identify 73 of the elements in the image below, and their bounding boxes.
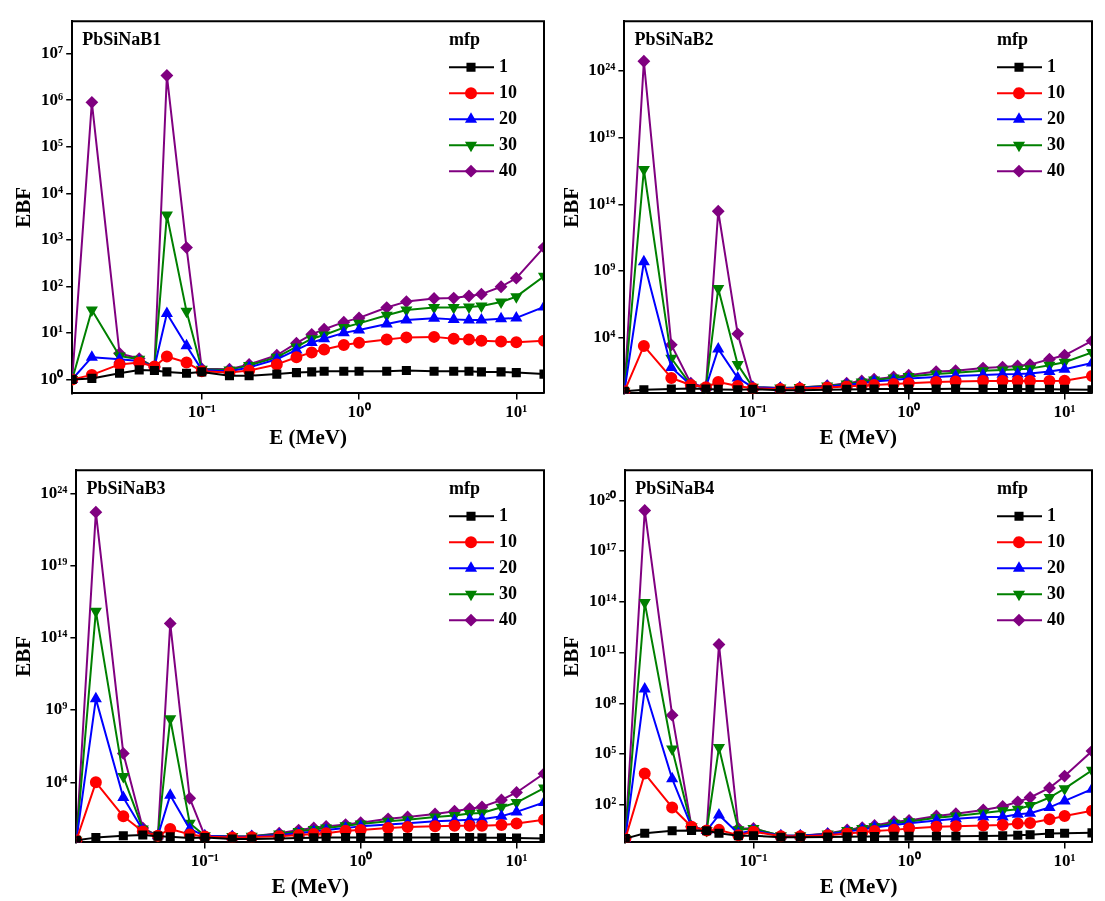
y-tick-label: 10²⁴ [588, 60, 616, 80]
x-tick-label: 10⁰ [897, 401, 921, 421]
legend-label: 30 [1047, 133, 1065, 154]
x-tick-label: 10⁰ [349, 850, 373, 870]
y-tick-label: 10² [594, 794, 617, 814]
legend-label: 1 [1047, 504, 1056, 525]
y-tick-label: 10⁸ [594, 692, 617, 712]
chart-title: PbSiNaB3 [86, 477, 166, 498]
legend-label: 10 [1047, 81, 1065, 102]
legend-label: 10 [499, 81, 517, 102]
x-tick-label: 10⁻¹ [739, 850, 768, 870]
legend-label: 20 [1047, 107, 1065, 128]
y-tick-label: 10¹⁴ [588, 193, 616, 213]
legend-label: 1 [1047, 55, 1056, 76]
y-tick-label: 10¹⁹ [588, 126, 616, 146]
legend-label: 10 [1047, 530, 1065, 551]
y-axis-title: EBF [11, 186, 36, 228]
legend-label: 30 [499, 133, 517, 154]
x-axis-title: E (MeV) [269, 424, 347, 449]
legend-label: 40 [1047, 159, 1065, 180]
y-tick-label: 10¹¹ [589, 641, 617, 661]
y-tick-label: 10⁹ [45, 699, 68, 719]
y-tick-label: 10² [41, 275, 64, 295]
y-tick-label: 10⁰ [40, 368, 64, 388]
legend-label: 20 [499, 107, 517, 128]
x-tick-label: 10¹ [1053, 401, 1076, 421]
chart-title: PbSiNaB4 [635, 477, 715, 498]
x-axis-title: E (MeV) [819, 873, 898, 898]
y-tick-label: 10²⁰ [588, 489, 617, 509]
legend-label: 40 [499, 159, 517, 180]
legend-label: 1 [499, 55, 508, 76]
y-tick-label: 10⁴ [593, 327, 616, 347]
y-tick-label: 10³ [41, 229, 64, 249]
y-tick-label: 10⁴ [45, 771, 68, 791]
x-tick-label: 10¹ [1053, 850, 1076, 870]
legend-label: 30 [1047, 582, 1065, 603]
legend-label: 40 [499, 608, 517, 629]
y-tick-label: 10¹⁷ [589, 540, 617, 560]
chart-title: PbSiNaB2 [634, 28, 714, 49]
y-tick-label: 10⁵ [594, 743, 617, 763]
x-tick-label: 10⁰ [347, 401, 371, 421]
legend-label: 10 [499, 530, 517, 551]
legend-label: 40 [1047, 608, 1065, 629]
legend-title: mfp [997, 28, 1028, 49]
chart-title: PbSiNaB1 [82, 28, 162, 49]
y-tick-label: 10¹⁹ [40, 554, 68, 574]
x-tick-label: 10⁻¹ [738, 401, 767, 421]
x-tick-label: 10⁻¹ [190, 850, 219, 870]
y-tick-label: 10¹⁴ [589, 591, 617, 611]
y-tick-label: 10⁶ [41, 89, 64, 109]
y-tick-label: 10¹ [41, 322, 64, 342]
y-tick-label: 10²⁴ [40, 482, 68, 502]
y-axis-title: EBF [559, 186, 584, 228]
y-tick-label: 10⁵ [41, 136, 64, 156]
x-axis-title: E (MeV) [271, 873, 349, 898]
x-tick-label: 10⁻¹ [187, 401, 216, 421]
legend-label: 20 [1047, 556, 1065, 577]
legend-title: mfp [449, 477, 480, 498]
y-axis-title: EBF [559, 635, 584, 677]
y-tick-label: 10⁴ [41, 182, 64, 202]
x-tick-label: 10⁰ [897, 850, 921, 870]
legend-label: 20 [499, 556, 517, 577]
x-tick-label: 10¹ [505, 850, 528, 870]
y-tick-label: 10⁹ [593, 260, 616, 280]
legend-title: mfp [997, 477, 1028, 498]
y-axis-title: EBF [11, 635, 36, 677]
x-axis-title: E (MeV) [819, 424, 897, 449]
y-tick-label: 10¹⁴ [40, 627, 68, 647]
legend-label: 1 [499, 504, 508, 525]
legend-label: 30 [499, 582, 517, 603]
legend-title: mfp [449, 28, 480, 49]
y-tick-label: 10⁷ [41, 43, 64, 63]
x-tick-label: 10¹ [505, 401, 528, 421]
